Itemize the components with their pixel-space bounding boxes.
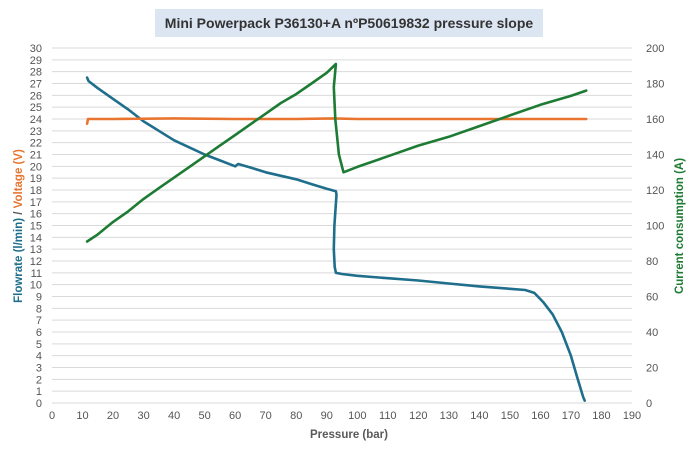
x-tick-label: 100 <box>348 410 366 422</box>
left-y-tick-label: 10 <box>30 280 42 292</box>
left-y-tick-label: 21 <box>30 150 42 162</box>
x-tick-label: 70 <box>260 410 272 422</box>
right-y-tick-label: 40 <box>646 327 658 339</box>
right-y-tick-label: 0 <box>646 398 652 410</box>
right-y-tick-label: 120 <box>646 185 664 197</box>
left-y-tick-label: 11 <box>31 268 42 280</box>
x-tick-label: 40 <box>168 410 180 422</box>
left-y-tick-label: 8 <box>36 303 42 315</box>
left-y-tick-label: 16 <box>30 209 42 221</box>
right-y-axis-ticks: 0 20 40 60 80 100 120 140 160 180 200 <box>646 43 664 410</box>
x-tick-label: 130 <box>440 410 458 422</box>
series-lines <box>85 62 588 402</box>
x-tick-label: 110 <box>379 410 397 422</box>
right-y-tick-label: 140 <box>646 150 664 162</box>
left-y-tick-label: 12 <box>30 256 42 268</box>
x-tick-label: 160 <box>531 410 549 422</box>
x-tick-label: 90 <box>321 410 333 422</box>
left-y-tick-label: 17 <box>30 197 42 209</box>
left-y-tick-label: 22 <box>30 138 42 150</box>
left-y-tick-label: 5 <box>36 339 42 351</box>
chart-title-background <box>155 9 543 37</box>
x-tick-label: 120 <box>409 410 427 422</box>
left-y-tick-label: 13 <box>30 244 42 256</box>
x-tick-label: 180 <box>592 410 610 422</box>
left-y-tick-label: 15 <box>30 221 42 233</box>
left-y-tick-label: 9 <box>36 292 42 304</box>
x-tick-label: 20 <box>107 410 119 422</box>
x-tick-label: 60 <box>229 410 241 422</box>
current-series-line <box>85 62 588 243</box>
left-y-tick-label: 28 <box>30 67 42 79</box>
left-y-axis-title: Flowrate (l/min) / Voltage (V) <box>13 149 25 303</box>
gridlines <box>52 47 632 404</box>
left-y-tick-label: 27 <box>30 79 42 91</box>
left-y-tick-label: 23 <box>30 126 42 138</box>
right-y-tick-label: 80 <box>646 256 658 268</box>
right-y-tick-label: 180 <box>646 79 664 91</box>
left-y-tick-label: 4 <box>36 351 42 363</box>
voltage-label: Voltage (V) <box>13 149 25 208</box>
x-tick-label: 190 <box>623 410 641 422</box>
voltage-series-line <box>85 117 588 125</box>
left-y-tick-label: 2 <box>36 374 42 386</box>
flowrate-label: Flowrate (l/min) <box>13 218 25 303</box>
right-y-tick-label: 100 <box>646 221 664 233</box>
left-y-tick-label: 6 <box>36 327 42 339</box>
flowrate-series-line <box>85 76 586 402</box>
chart-title: Mini Powerpack P36130+A nºP50619832 pres… <box>165 15 534 31</box>
right-y-tick-label: 60 <box>646 292 658 304</box>
left-y-tick-label: 14 <box>30 232 42 244</box>
x-tick-label: 150 <box>501 410 519 422</box>
right-y-tick-label: 160 <box>646 114 664 126</box>
right-y-axis-title: Current consumption (A) <box>674 158 686 294</box>
left-y-tick-label: 18 <box>30 185 42 197</box>
x-tick-label: 170 <box>562 410 580 422</box>
x-tick-label: 140 <box>470 410 488 422</box>
left-y-tick-label: 19 <box>30 173 42 185</box>
x-tick-label: 0 <box>49 410 55 422</box>
left-y-tick-label: 25 <box>30 102 42 114</box>
left-y-tick-label: 0 <box>36 398 42 410</box>
x-axis-title: Pressure (bar) <box>310 429 388 441</box>
left-y-tick-label: 24 <box>30 114 42 126</box>
left-y-tick-label: 26 <box>30 90 42 102</box>
left-y-tick-label: 20 <box>30 161 42 173</box>
x-tick-label: 50 <box>199 410 211 422</box>
x-tick-label: 80 <box>290 410 302 422</box>
x-tick-label: 10 <box>76 410 88 422</box>
left-y-tick-label: 30 <box>30 43 42 55</box>
left-y-tick-label: 1 <box>36 386 42 398</box>
x-tick-label: 30 <box>137 410 149 422</box>
label-separator: / <box>13 208 25 218</box>
right-y-tick-label: 20 <box>646 363 658 375</box>
x-axis-ticks: 0 10 20 30 40 50 60 70 80 90 100 110 120 130 140 150 160… <box>49 410 641 422</box>
left-y-tick-label: 29 <box>30 55 42 67</box>
left-y-tick-label: 7 <box>36 315 42 327</box>
right-y-tick-label: 200 <box>646 43 664 55</box>
left-y-tick-label: 3 <box>36 363 42 375</box>
left-y-axis-ticks: 0123456789101112131415161718192021222324… <box>30 43 42 410</box>
